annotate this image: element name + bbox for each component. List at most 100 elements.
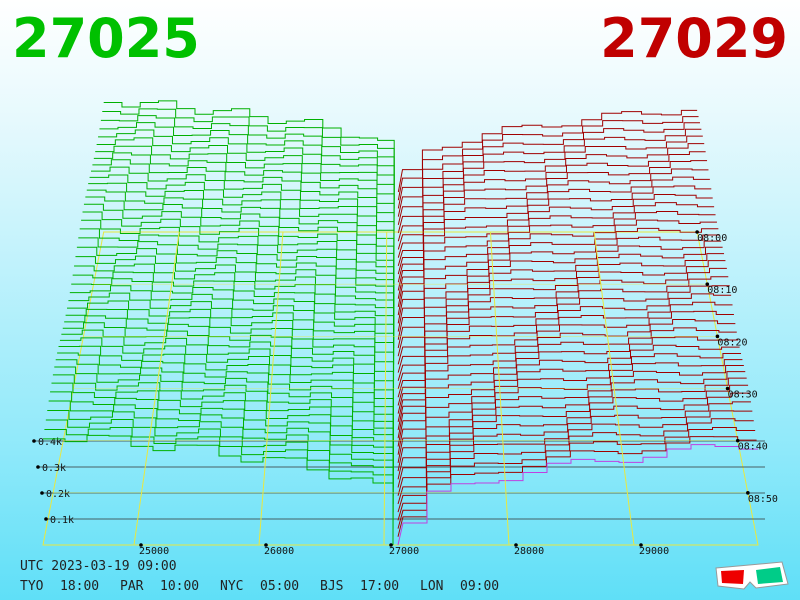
bid-depth-line <box>47 409 394 521</box>
ask-depth-line <box>397 267 727 365</box>
bid-depth-line <box>64 315 394 422</box>
volume-tick-label: 0.2k <box>46 489 70 500</box>
time-tick <box>725 386 730 391</box>
price-tick-label: 27000 <box>389 546 419 557</box>
ask-depth-line <box>397 318 736 414</box>
ask-depth-line <box>397 276 729 373</box>
bid-depth-line <box>90 166 395 266</box>
bid-depth-line <box>43 434 394 545</box>
ask-depth-line <box>397 392 750 496</box>
bid-depth-line <box>74 263 395 365</box>
bid-depth-line <box>59 337 394 447</box>
volume-tick <box>44 517 48 521</box>
bid-depth-line <box>66 300 394 406</box>
price-tick-label: 29000 <box>639 546 669 557</box>
time-tick-label: 08:10 <box>707 285 737 296</box>
ask-price: 27029 <box>600 7 788 70</box>
ask-depth-line <box>397 384 749 488</box>
ask-depth-line <box>397 301 733 398</box>
zone-city: LON <box>420 579 444 594</box>
zone-time: 17:00 <box>360 579 400 594</box>
price-tick <box>139 543 143 547</box>
bid-depth-line <box>99 122 395 217</box>
depth-lines <box>43 100 758 546</box>
3d-glasses-icon <box>715 561 789 590</box>
ask-depth-line <box>397 151 706 242</box>
time-tick <box>695 230 699 234</box>
price-tick <box>389 543 393 547</box>
ask-depth-line <box>397 211 716 299</box>
bid-depth-line <box>100 115 395 209</box>
volume-tick-label: 0.4k <box>38 437 62 448</box>
bid-depth-line <box>61 329 394 439</box>
ask-depth-line <box>397 426 756 529</box>
ask-depth-line <box>397 176 710 267</box>
bid-depth-line <box>50 391 394 504</box>
time-tick-label: 08:30 <box>728 390 758 401</box>
price-tick <box>264 543 268 547</box>
bid-depth-line <box>68 292 394 398</box>
bid-price: 27025 <box>12 7 200 70</box>
zone-time: 09:00 <box>460 579 500 594</box>
time-tick <box>705 282 710 286</box>
bid-depth-line <box>103 100 395 192</box>
zone-time: 05:00 <box>260 579 300 594</box>
ask-depth-line <box>397 310 734 406</box>
ask-depth-line <box>397 143 705 234</box>
ask-depth-line <box>397 293 732 390</box>
ask-depth-line <box>397 246 723 340</box>
price-tick <box>639 543 643 547</box>
ask-depth-line <box>397 364 744 464</box>
ask-depth-line <box>397 185 712 275</box>
price-tick <box>514 543 518 547</box>
bid-depth-line <box>65 308 394 414</box>
bid-depth-line <box>52 374 394 488</box>
ask-depth-line <box>397 359 743 455</box>
time-tick-label: 08:40 <box>738 442 768 453</box>
zone-time: 18:00 <box>60 579 100 594</box>
ask-depth-line <box>397 371 746 472</box>
zone-time: 10:00 <box>160 579 200 594</box>
ask-depth-line <box>397 253 725 349</box>
ask-depth-line <box>397 377 747 480</box>
volume-tick <box>40 491 44 495</box>
ask-depth-line <box>397 401 751 505</box>
ask-depth-line <box>397 135 703 225</box>
bid-depth-line <box>55 359 394 472</box>
bid-depth-line <box>72 271 395 373</box>
price-tick-label: 26000 <box>264 546 294 557</box>
ask-depth-line <box>397 260 726 357</box>
bid-depth-line <box>98 129 395 225</box>
ask-depth-line <box>397 418 754 521</box>
price-tick-label: 25000 <box>139 546 169 557</box>
bid-depth-line <box>86 189 395 291</box>
ask-depth-line <box>397 160 708 250</box>
ask-depth-line <box>397 444 758 546</box>
price-tick-label: 28000 <box>514 546 544 557</box>
zone-city: TYO <box>20 579 44 594</box>
time-tick-label: 08:50 <box>748 494 778 505</box>
utc-time: UTC 2023-03-19 09:00 <box>20 559 177 574</box>
volume-tick <box>36 465 40 469</box>
bid-depth-line <box>51 382 394 496</box>
bid-depth-line <box>88 182 395 283</box>
ask-depth-line <box>397 327 737 422</box>
time-tick-label: 08:20 <box>717 337 747 348</box>
ask-depth-line <box>397 285 730 381</box>
ask-depth-line <box>397 344 740 439</box>
ask-depth-line <box>397 219 717 308</box>
bid-depth-line <box>54 366 394 480</box>
bid-depth-line <box>85 196 395 299</box>
bid-depth-line <box>45 418 394 529</box>
bid-depth-line <box>93 152 395 250</box>
ask-depth-line <box>397 168 709 258</box>
time-tick <box>715 334 720 339</box>
bid-depth-line <box>58 345 394 455</box>
ask-depth-line <box>397 128 702 217</box>
bid-depth-line <box>79 228 395 332</box>
volume-tick <box>32 439 36 443</box>
ask-depth-line <box>397 227 719 316</box>
ask-depth-line <box>397 353 742 447</box>
bid-depth-line <box>76 246 395 348</box>
